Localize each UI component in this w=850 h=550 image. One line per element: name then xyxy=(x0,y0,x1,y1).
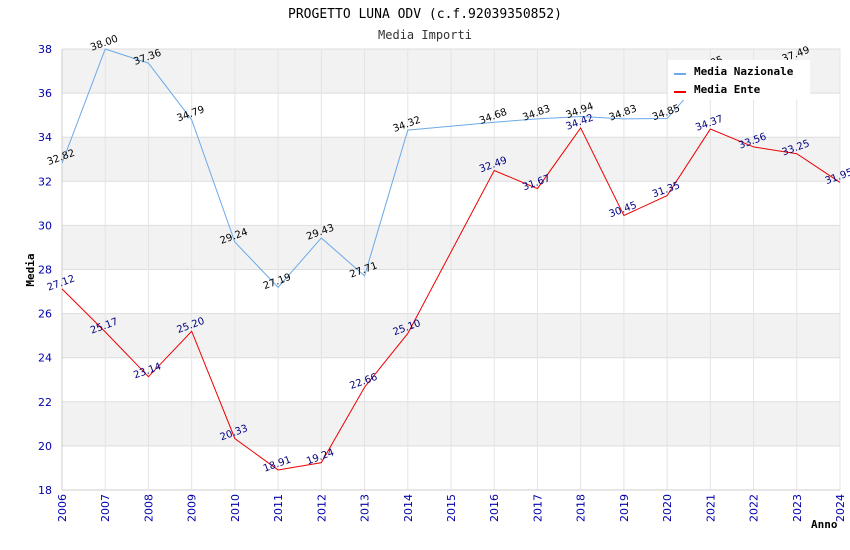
x-tick-label: 2024 xyxy=(834,494,847,522)
legend-label-media-nazionale: Media Nazionale xyxy=(694,65,794,78)
x-tick-label: 2011 xyxy=(272,494,285,522)
x-tick-label: 2009 xyxy=(186,494,199,522)
y-tick-label: 34 xyxy=(38,131,52,144)
series-line-media-nazionale xyxy=(61,48,797,289)
x-tick-label: 2012 xyxy=(315,494,328,522)
x-tick-label: 2008 xyxy=(142,494,155,522)
x-axis-label: Anno xyxy=(811,518,838,531)
x-tick-label: 2023 xyxy=(791,494,804,522)
chart-subtitle: Media Importi xyxy=(378,28,472,42)
x-tick-label: 2018 xyxy=(575,494,588,522)
x-tick-label: 2013 xyxy=(359,494,372,522)
x-tick-label: 2015 xyxy=(445,494,458,522)
y-tick-label: 20 xyxy=(38,440,52,453)
x-tick-label: 2007 xyxy=(99,494,112,522)
y-axis-label: Media xyxy=(24,253,37,286)
series-line-media-ente xyxy=(61,126,841,471)
x-tick-label: 2022 xyxy=(748,494,761,522)
y-tick-label: 32 xyxy=(38,175,52,188)
x-tick-label: 2017 xyxy=(531,494,544,522)
x-tick-label: 2019 xyxy=(618,494,631,522)
y-tick-label: 30 xyxy=(38,219,52,232)
x-tick-label: 2014 xyxy=(402,494,415,522)
series-lines xyxy=(61,48,841,471)
y-tick-label: 38 xyxy=(38,43,52,56)
chart-title: PROGETTO LUNA ODV (c.f.92039350852) xyxy=(288,7,562,22)
x-tick-label: 2010 xyxy=(229,494,242,522)
x-tick-label: 2016 xyxy=(488,494,501,522)
y-tick-label: 26 xyxy=(38,308,52,321)
legend-label-media-ente: Media Ente xyxy=(694,83,761,96)
legend: Media Nazionale Media Ente xyxy=(668,60,810,100)
y-tick-label: 36 xyxy=(38,87,52,100)
y-tick-label: 24 xyxy=(38,352,52,365)
legend-box xyxy=(668,60,810,100)
y-tick-label: 28 xyxy=(38,264,52,277)
x-tick-label: 2021 xyxy=(704,494,717,522)
axes xyxy=(61,49,840,491)
x-tick-label: 2006 xyxy=(56,494,69,522)
x-tick-label: 2020 xyxy=(661,494,674,522)
y-tick-label: 22 xyxy=(38,396,52,409)
y-tick-label: 18 xyxy=(38,484,52,497)
grid-lines xyxy=(61,48,841,491)
